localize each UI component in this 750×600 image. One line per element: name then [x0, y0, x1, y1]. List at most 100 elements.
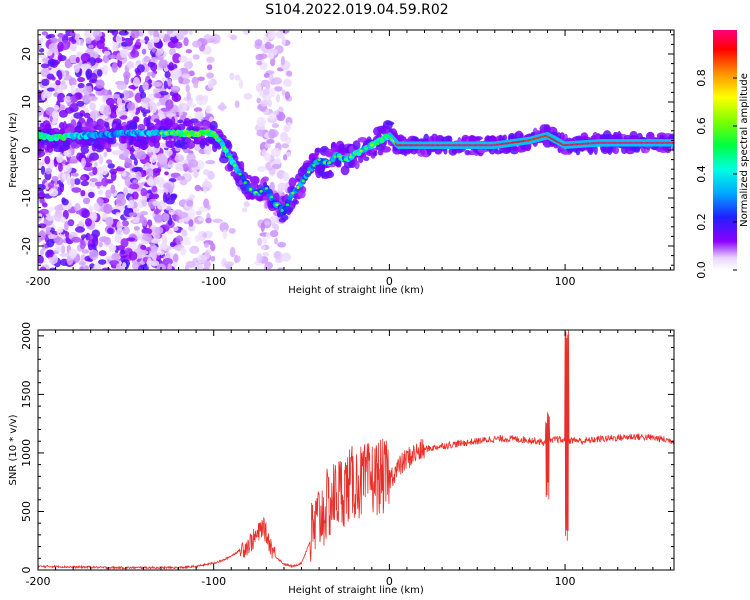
heatmap-cell: [85, 136, 96, 146]
heatmap-cell: [284, 91, 291, 100]
colorbar-tick-label: 0.0: [695, 261, 708, 279]
heatmap-cell: [101, 177, 109, 187]
heatmap-cell: [112, 44, 119, 52]
heatmap-cell: [80, 157, 87, 168]
heatmap-cell: [286, 70, 293, 77]
heatmap-cell: [97, 189, 104, 195]
heatmap-cell: [139, 39, 146, 44]
heatmap-cell: [163, 80, 168, 90]
heatmap-cell: [268, 129, 276, 140]
heatmap-cell: [89, 109, 100, 119]
heatmap-cell: [163, 183, 172, 189]
heatmap-cell: [56, 92, 66, 103]
ridge-accent: [159, 131, 163, 135]
heatmap-cell: [136, 150, 147, 160]
heatmap-cell: [168, 61, 174, 71]
heatmap-cell: [46, 73, 55, 80]
ridge-accent: [354, 152, 358, 156]
heatmap-cell: [103, 236, 111, 246]
heatmap-cell: [241, 207, 248, 213]
heatmap-cell: [238, 79, 244, 89]
ridge-accent: [259, 189, 263, 193]
heatmap-cell: [94, 35, 101, 41]
heatmap-cell: [78, 220, 84, 227]
heatmap-cell: [275, 30, 285, 39]
heatmap-cell: [128, 212, 136, 217]
heatmap-cell: [187, 208, 196, 219]
y-tick-label: 0: [20, 567, 33, 574]
heatmap-cell: [69, 31, 76, 37]
heatmap-cell: [106, 159, 113, 165]
heatmap-cell: [78, 261, 86, 266]
heatmap-cell: [194, 234, 200, 243]
ridge-accent: [169, 131, 174, 135]
heatmap-cell: [88, 205, 94, 213]
heatmap-cell: [60, 244, 66, 255]
heatmap-cell: [115, 196, 127, 207]
heatmap-cell: [162, 33, 171, 42]
heatmap-cell: [588, 147, 594, 155]
heatmap-cell: [63, 150, 70, 157]
heatmap-cell: [76, 100, 85, 107]
heatmap-cell: [122, 89, 130, 100]
heatmap-cell: [76, 121, 82, 130]
heatmap-cell: [60, 258, 69, 267]
y-tick-label: 500: [20, 501, 33, 522]
heatmap-cell: [256, 125, 262, 131]
heatmap-cell: [271, 163, 282, 170]
heatmap-cell: [181, 230, 188, 237]
snr-xlabel: Height of straight line (km): [288, 585, 424, 596]
heatmap-cell: [120, 238, 129, 248]
heatmap-cell: [58, 183, 64, 188]
heatmap-cell: [593, 144, 598, 156]
heatmap-cell: [80, 180, 89, 187]
heatmap-cell: [210, 33, 221, 44]
heatmap-cell: [115, 263, 122, 270]
heatmap-cell: [87, 44, 94, 49]
heatmap-cell: [54, 205, 64, 212]
heatmap-cell: [140, 244, 147, 250]
snr-area: [38, 330, 674, 570]
heatmap-cell: [153, 214, 164, 223]
heatmap-cell: [84, 217, 92, 227]
x-tick-label: -200: [26, 575, 51, 588]
heatmap-cell: [206, 72, 215, 79]
heatmap-cell: [185, 260, 196, 269]
heatmap-cell: [133, 158, 138, 166]
heatmap-cell: [59, 216, 67, 224]
heatmap-cell: [103, 151, 108, 158]
heatmap-cell: [83, 112, 91, 119]
heatmap-cell: [103, 106, 112, 116]
heatmap-cell: [502, 134, 508, 141]
heatmap-cell: [38, 183, 46, 191]
heatmap-cell: [257, 237, 263, 246]
heatmap-cell: [201, 180, 213, 192]
heatmap-cell: [121, 262, 127, 269]
heatmap-cell: [157, 204, 168, 210]
heatmap-cell: [171, 93, 182, 103]
heatmap-cell: [194, 184, 202, 192]
heatmap-cell: [255, 53, 264, 61]
heatmap-cell: [132, 207, 140, 213]
heatmap-cell: [89, 102, 96, 111]
heatmap-cell: [118, 141, 128, 151]
heatmap-cell: [155, 51, 163, 56]
heatmap-cell: [156, 101, 161, 107]
heatmap-cell: [238, 160, 245, 171]
heatmap-cell: [266, 138, 275, 144]
heatmap-cell: [256, 116, 267, 127]
heatmap-cell: [174, 209, 183, 216]
ridge-accent: [248, 187, 253, 191]
heatmap-cell: [131, 167, 141, 173]
heatmap-cell: [181, 73, 191, 79]
heatmap-cell: [172, 53, 182, 64]
heatmap-cell: [268, 48, 278, 56]
heatmap-cell: [57, 53, 63, 62]
heatmap-cell: [612, 146, 620, 155]
heatmap-cell: [174, 154, 185, 163]
heatmap-cell: [222, 229, 228, 240]
heatmap-cell: [380, 146, 391, 153]
heatmap-cell: [141, 195, 148, 201]
heatmap-cell: [159, 242, 168, 250]
ridge-accent: [243, 181, 247, 185]
